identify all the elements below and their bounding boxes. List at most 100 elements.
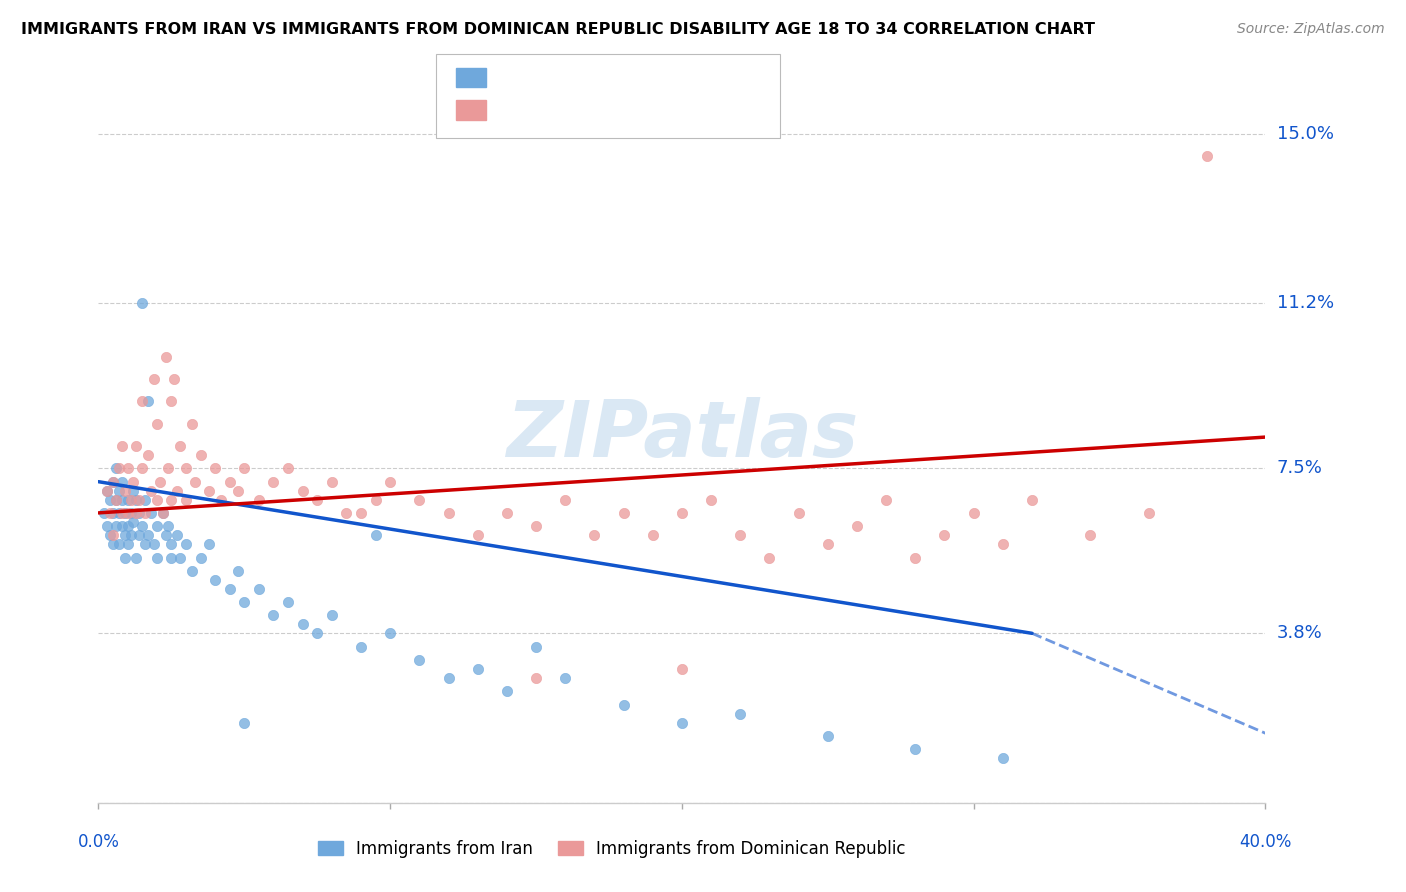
Point — [101, 528, 124, 542]
Point — [155, 528, 177, 542]
Point — [612, 698, 634, 712]
Point — [174, 537, 197, 551]
Point — [204, 461, 226, 475]
Point — [139, 483, 162, 498]
Point — [117, 461, 139, 475]
Point — [111, 519, 134, 533]
Point — [111, 492, 134, 507]
Point — [496, 684, 519, 698]
Point — [962, 506, 984, 520]
Point — [120, 492, 142, 507]
Point — [496, 506, 519, 520]
Point — [291, 617, 314, 632]
Point — [125, 506, 148, 520]
Point — [98, 506, 121, 520]
Point — [93, 506, 115, 520]
Point — [131, 296, 153, 310]
Point — [190, 448, 212, 462]
Point — [1137, 506, 1160, 520]
Point — [817, 537, 839, 551]
Point — [146, 519, 169, 533]
Point — [146, 550, 169, 565]
Point — [104, 461, 127, 475]
Point — [139, 506, 162, 520]
Point — [198, 483, 221, 498]
Point — [612, 506, 634, 520]
Point — [174, 492, 197, 507]
Point — [204, 573, 226, 587]
Text: ZIPatlas: ZIPatlas — [506, 397, 858, 473]
Point — [437, 671, 460, 685]
Text: R =: R = — [496, 101, 533, 119]
Text: 81: 81 — [697, 101, 720, 119]
Legend: Immigrants from Iran, Immigrants from Dominican Republic: Immigrants from Iran, Immigrants from Do… — [311, 833, 912, 864]
Point — [350, 506, 373, 520]
Point — [671, 715, 693, 730]
Point — [321, 475, 343, 489]
Point — [247, 492, 270, 507]
Point — [1080, 528, 1102, 542]
Point — [160, 492, 183, 507]
Point — [904, 742, 927, 756]
Text: 11.2%: 11.2% — [1277, 294, 1334, 312]
Point — [169, 439, 191, 453]
Point — [671, 662, 693, 676]
Point — [233, 461, 256, 475]
Point — [96, 519, 118, 533]
Point — [128, 492, 150, 507]
Point — [155, 350, 177, 364]
Point — [247, 582, 270, 596]
Text: N =: N = — [648, 101, 685, 119]
Point — [117, 506, 139, 520]
Point — [350, 640, 373, 654]
Point — [136, 394, 159, 409]
Point — [198, 537, 221, 551]
Point — [524, 519, 547, 533]
Point — [157, 519, 180, 533]
Point — [730, 706, 752, 721]
Point — [142, 372, 165, 386]
Point — [437, 506, 460, 520]
Point — [122, 515, 145, 529]
Point — [291, 483, 314, 498]
Point — [104, 492, 127, 507]
Point — [152, 506, 174, 520]
Point — [128, 528, 150, 542]
Point — [157, 461, 180, 475]
Point — [817, 729, 839, 743]
Point — [111, 439, 134, 453]
Point — [131, 519, 153, 533]
Point — [1021, 492, 1043, 507]
Text: 7.5%: 7.5% — [1277, 459, 1323, 477]
Text: 15.0%: 15.0% — [1277, 125, 1333, 143]
Point — [136, 528, 159, 542]
Point — [166, 528, 188, 542]
Point — [233, 715, 256, 730]
Point — [125, 550, 148, 565]
Point — [262, 608, 284, 623]
Point — [277, 461, 299, 475]
Point — [180, 417, 202, 431]
Text: 40.0%: 40.0% — [1239, 833, 1292, 851]
Point — [149, 475, 172, 489]
Text: 3.8%: 3.8% — [1277, 624, 1322, 642]
Point — [467, 528, 489, 542]
Point — [467, 662, 489, 676]
Point — [408, 492, 430, 507]
Point — [321, 608, 343, 623]
Point — [228, 564, 250, 578]
Point — [554, 492, 576, 507]
Point — [125, 492, 148, 507]
Point — [408, 653, 430, 667]
Point — [120, 506, 142, 520]
Point — [101, 537, 124, 551]
Point — [700, 492, 723, 507]
Point — [101, 475, 124, 489]
Point — [364, 492, 387, 507]
Point — [104, 519, 127, 533]
Point — [101, 506, 124, 520]
Point — [787, 506, 810, 520]
Point — [218, 475, 240, 489]
Point — [846, 519, 869, 533]
Point — [122, 483, 145, 498]
